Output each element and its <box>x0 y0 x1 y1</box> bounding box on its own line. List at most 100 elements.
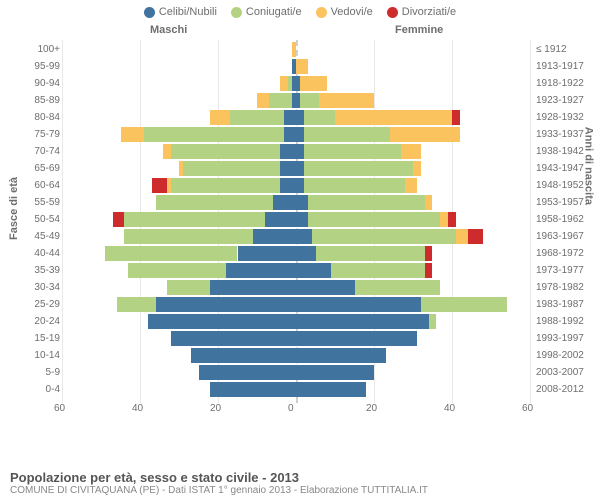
age-label: 100+ <box>20 44 60 55</box>
bar-male-d <box>113 212 125 227</box>
bar-female-w <box>319 93 374 108</box>
bar-female-c <box>296 331 417 346</box>
birth-year-label: 2008-2012 <box>536 384 596 395</box>
bar-male-c <box>265 212 296 227</box>
bar-male-m <box>144 127 284 142</box>
bar-female-c <box>296 263 331 278</box>
bar-female-c <box>296 144 304 159</box>
bar-female-m <box>331 263 425 278</box>
footer: Popolazione per età, sesso e stato civil… <box>10 470 428 496</box>
bar-male-c <box>148 314 296 329</box>
bar-female-m <box>304 178 405 193</box>
age-label: 45-49 <box>20 231 60 242</box>
bar-female-m <box>308 195 425 210</box>
birth-year-label: 1938-1942 <box>536 146 596 157</box>
bar-male-m <box>117 297 156 312</box>
bar-male-w <box>167 178 171 193</box>
bar-female-c <box>296 314 429 329</box>
bar-female-d <box>452 110 460 125</box>
bar-female-w <box>425 195 433 210</box>
legend-swatch <box>144 7 155 18</box>
bar-male-m <box>269 93 292 108</box>
bar-male-w <box>210 110 230 125</box>
bar-female-m <box>316 246 425 261</box>
age-label: 65-69 <box>20 163 60 174</box>
birth-year-label: 1978-1982 <box>536 282 596 293</box>
legend-label: Coniugati/e <box>246 6 302 18</box>
pyramid-chart: Fasce di etàAnni di nascita6040200204060… <box>0 40 600 450</box>
x-tick-label: 60 <box>522 403 533 436</box>
birth-year-label: 1988-1992 <box>536 316 596 327</box>
bar-male-w <box>280 76 288 91</box>
bar-female-w <box>390 127 460 142</box>
birth-year-label: 1953-1957 <box>536 197 596 208</box>
grid-line <box>530 40 531 403</box>
age-label: 55-59 <box>20 197 60 208</box>
age-label: 5-9 <box>20 367 60 378</box>
bar-female-m <box>429 314 437 329</box>
birth-year-label: 1963-1967 <box>536 231 596 242</box>
age-label: 25-29 <box>20 299 60 310</box>
birth-year-label: 1983-1987 <box>536 299 596 310</box>
birth-year-label: 1998-2002 <box>536 350 596 361</box>
bar-male-w <box>121 127 144 142</box>
bar-female-w <box>413 161 421 176</box>
bar-female-m <box>421 297 507 312</box>
header-male: Maschi <box>150 24 187 36</box>
age-label: 0-4 <box>20 384 60 395</box>
bar-female-m <box>304 110 335 125</box>
birth-year-label: 1973-1977 <box>536 265 596 276</box>
bar-male-c <box>284 110 296 125</box>
bar-female-c <box>296 229 312 244</box>
bar-male-c <box>280 144 296 159</box>
birth-year-label: 1933-1937 <box>536 129 596 140</box>
bar-female-d <box>468 229 484 244</box>
age-label: 35-39 <box>20 265 60 276</box>
legend-label: Celibi/Nubili <box>159 6 217 18</box>
legend-swatch <box>316 7 327 18</box>
birth-year-label: 1993-1997 <box>536 333 596 344</box>
bar-male-m <box>167 280 210 295</box>
birth-year-label: 1948-1952 <box>536 180 596 191</box>
age-label: 85-89 <box>20 95 60 106</box>
bar-male-m <box>156 195 273 210</box>
chart-title: Popolazione per età, sesso e stato civil… <box>10 470 428 485</box>
x-tick-label: 60 <box>54 403 65 436</box>
bar-female-m <box>304 161 413 176</box>
bar-female-w <box>296 59 308 74</box>
bar-male-c <box>210 280 296 295</box>
bar-female-c <box>296 195 308 210</box>
bar-female-d <box>425 263 433 278</box>
age-label: 40-44 <box>20 248 60 259</box>
bar-male-c <box>210 382 296 397</box>
birth-year-label: 1968-1972 <box>536 248 596 259</box>
legend-swatch <box>387 7 398 18</box>
bar-male-m <box>105 246 238 261</box>
age-label: 75-79 <box>20 129 60 140</box>
bar-male-w <box>163 144 171 159</box>
bar-female-m <box>304 127 390 142</box>
bar-male-m <box>183 161 281 176</box>
bar-male-c <box>273 195 296 210</box>
bar-female-w <box>405 178 417 193</box>
bar-male-w <box>179 161 183 176</box>
bar-female-w <box>456 229 468 244</box>
bar-male-m <box>171 144 280 159</box>
bar-male-c <box>253 229 296 244</box>
x-tick-label: 40 <box>444 403 455 436</box>
bar-female-m <box>355 280 441 295</box>
legend-item: Celibi/Nubili <box>144 6 217 18</box>
age-label: 50-54 <box>20 214 60 225</box>
bar-female-c <box>296 365 374 380</box>
legend-item: Coniugati/e <box>231 6 302 18</box>
bar-male-c <box>280 178 296 193</box>
bar-male-c <box>280 161 296 176</box>
bar-female-c <box>296 297 421 312</box>
chart-subtitle: COMUNE DI CIVITAQUANA (PE) - Dati ISTAT … <box>10 485 428 496</box>
birth-year-label: 1928-1932 <box>536 112 596 123</box>
bar-female-c <box>296 161 304 176</box>
y-axis-left-title: Fasce di età <box>8 177 20 240</box>
bar-female-c <box>296 246 316 261</box>
bar-male-c <box>199 365 297 380</box>
bar-male-c <box>191 348 296 363</box>
